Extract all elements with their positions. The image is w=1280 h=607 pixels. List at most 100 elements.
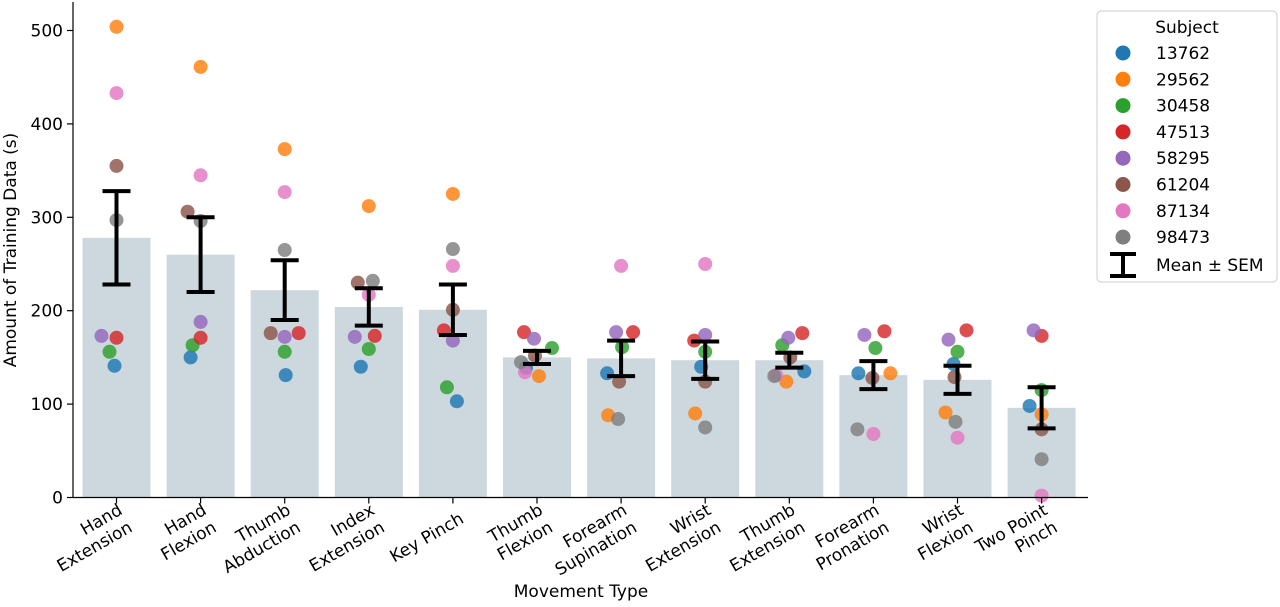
data-point xyxy=(851,366,866,381)
legend-label: 87134 xyxy=(1156,202,1210,222)
x-axis-label: Movement Type xyxy=(514,582,649,602)
data-point xyxy=(445,186,460,201)
data-point xyxy=(866,426,881,441)
data-point xyxy=(698,257,713,271)
legend-label: 61204 xyxy=(1156,176,1210,196)
data-point xyxy=(109,158,124,173)
data-point xyxy=(367,328,382,343)
y-ticks: 0 100 200 300 400 500 xyxy=(31,22,73,509)
data-point xyxy=(107,358,122,373)
data-point xyxy=(109,86,124,101)
legend-marker xyxy=(1115,177,1131,192)
y-tick-label: 400 xyxy=(31,115,63,135)
bars-layer xyxy=(82,237,1076,498)
data-point xyxy=(950,344,965,359)
data-point xyxy=(698,327,713,342)
data-point xyxy=(877,324,892,339)
data-point xyxy=(517,325,531,340)
data-point xyxy=(950,430,965,445)
data-point xyxy=(938,405,953,420)
legend-marker xyxy=(1115,124,1131,140)
y-tick-label: 0 xyxy=(52,489,63,509)
data-point xyxy=(545,341,559,356)
data-point xyxy=(263,326,278,341)
data-point xyxy=(795,326,810,341)
data-point xyxy=(959,323,974,338)
legend-marker xyxy=(1115,229,1131,245)
legend-frame xyxy=(1096,10,1278,283)
data-point xyxy=(193,314,208,329)
legend-marker xyxy=(1115,203,1131,219)
data-point xyxy=(277,142,292,157)
data-point xyxy=(1022,398,1037,413)
data-point xyxy=(1026,323,1041,338)
data-point xyxy=(193,330,208,345)
data-point xyxy=(445,258,460,273)
data-point xyxy=(612,374,627,389)
data-point xyxy=(767,369,782,384)
data-point xyxy=(611,412,626,427)
data-point xyxy=(439,380,454,395)
legend-item-sem: Mean ± SEM xyxy=(1110,252,1264,278)
data-point xyxy=(614,258,629,273)
data-point xyxy=(532,369,546,384)
bar xyxy=(166,254,235,498)
y-tick-label: 200 xyxy=(31,302,63,322)
legend: Subject 13762 29562 30458 47513 58295 61204 87… xyxy=(1096,10,1278,283)
data-point xyxy=(347,329,362,344)
errorbar-layer xyxy=(102,189,1056,431)
data-point xyxy=(278,368,293,383)
y-tick-label: 500 xyxy=(31,22,63,42)
legend-label: 98473 xyxy=(1156,228,1210,248)
x-tick-label-line: Key Pinch xyxy=(387,509,468,567)
y-axis-label: Amount of Training Data (s) xyxy=(1,133,21,368)
data-point xyxy=(445,242,460,257)
legend-items: 13762 29562 30458 47513 58295 61204 87134 98473 xyxy=(1115,44,1210,248)
data-point xyxy=(1034,452,1049,467)
data-point xyxy=(180,204,195,219)
data-point xyxy=(277,242,292,257)
data-point xyxy=(948,414,963,429)
data-point xyxy=(94,328,109,343)
legend-label: 29562 xyxy=(1156,70,1210,90)
data-point xyxy=(193,168,208,183)
legend-marker xyxy=(1115,71,1131,87)
data-point xyxy=(850,422,865,437)
data-point xyxy=(183,350,198,365)
legend-marker xyxy=(1115,45,1131,61)
data-point xyxy=(102,344,117,359)
data-point xyxy=(941,332,956,347)
errorbar-icon xyxy=(1110,252,1136,278)
data-point xyxy=(609,325,624,340)
legend-sem-label: Mean ± SEM xyxy=(1156,256,1264,276)
legend-title: Subject xyxy=(1155,18,1219,38)
data-point xyxy=(626,325,641,340)
legend-label: 30458 xyxy=(1156,97,1210,117)
data-point xyxy=(868,341,883,356)
axes-layer xyxy=(72,2,1088,499)
legend-label: 58295 xyxy=(1156,149,1210,169)
legend-marker xyxy=(1115,98,1131,114)
data-point xyxy=(291,326,306,341)
data-point xyxy=(193,59,208,74)
bar xyxy=(250,290,319,498)
x-tick-label: Key Pinch xyxy=(387,509,468,567)
data-point xyxy=(449,394,464,409)
legend-label: 13762 xyxy=(1156,44,1210,64)
y-tick-label: 300 xyxy=(31,208,63,228)
data-point xyxy=(277,185,292,200)
data-point xyxy=(277,344,292,359)
legend-label: 47513 xyxy=(1156,123,1210,143)
data-point xyxy=(781,330,796,345)
